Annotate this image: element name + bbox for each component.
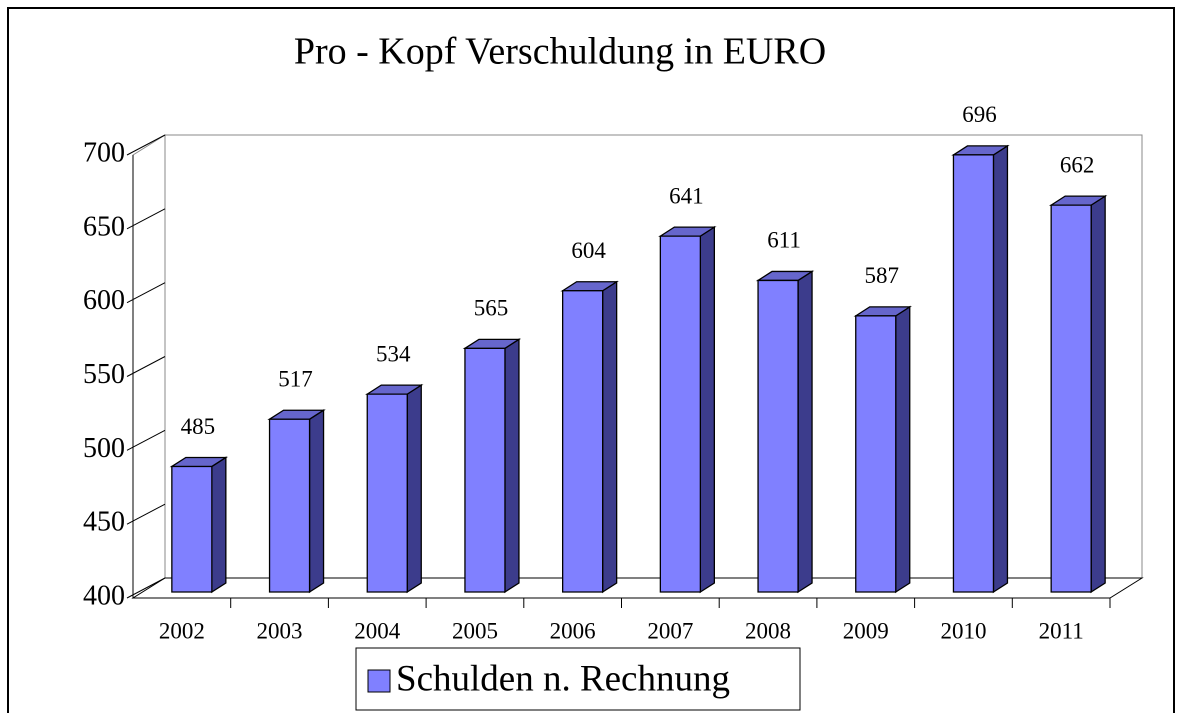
chart-frame <box>7 7 1175 713</box>
y-tick-label: 450 <box>83 507 125 538</box>
bar <box>1048 194 1108 594</box>
bar <box>853 305 912 594</box>
bar-front <box>1050 204 1092 593</box>
y-tick <box>126 208 166 230</box>
x-tick-label: 2007 <box>647 618 693 643</box>
y-tick-label: 400 <box>83 580 125 611</box>
data-label: 517 <box>278 367 313 392</box>
data-label: 587 <box>865 263 900 288</box>
bar-side <box>406 383 422 594</box>
y-tick-label: 600 <box>83 285 125 316</box>
x-tick-label: 2002 <box>159 618 205 643</box>
bar-front <box>855 315 897 593</box>
x-tick-label: 2004 <box>354 618 401 643</box>
bar-front <box>562 290 604 593</box>
y-tick <box>126 356 166 377</box>
bar <box>951 144 1010 594</box>
bar <box>560 280 619 594</box>
bar-side <box>699 225 715 594</box>
y-tick <box>126 429 166 451</box>
bar-front <box>659 235 701 593</box>
x-tick-label: 2005 <box>452 618 498 643</box>
bar <box>462 338 522 594</box>
data-label: 611 <box>767 228 801 253</box>
bar-side <box>602 280 618 594</box>
chart-title: Pro - Kopf Verschuldung in EURO <box>294 31 826 73</box>
bar-front <box>464 347 506 593</box>
x-tick-label: 2008 <box>745 618 791 643</box>
y-tick <box>126 134 166 156</box>
y-tick <box>126 503 166 525</box>
data-label: 604 <box>571 238 606 263</box>
bar-side <box>308 409 325 594</box>
x-tick-label: 2006 <box>550 618 596 643</box>
x-tick-label: 2003 <box>257 618 303 643</box>
legend-label: Schulden n. Rechnung <box>396 658 730 699</box>
x-tick-label: 2009 <box>843 618 889 643</box>
data-label: 534 <box>376 341 411 366</box>
y-tick-label: 550 <box>83 359 125 390</box>
bar-side <box>211 456 227 594</box>
legend-box <box>355 647 801 711</box>
data-label: 662 <box>1060 152 1095 177</box>
y-tick-label: 700 <box>83 137 125 168</box>
y-tick <box>126 577 166 599</box>
data-label: 485 <box>181 414 216 439</box>
bar-side <box>1090 194 1106 594</box>
bar-side <box>797 270 813 594</box>
bar <box>169 456 229 594</box>
bar <box>658 225 717 594</box>
y-tick-label: 500 <box>83 433 125 464</box>
data-label: 696 <box>962 102 997 127</box>
bar <box>365 383 424 594</box>
legend-swatch <box>367 669 391 693</box>
bar-front <box>757 279 799 593</box>
side-wall <box>132 134 166 599</box>
bar-side <box>992 144 1009 594</box>
data-label: 641 <box>669 183 704 208</box>
bar-side <box>895 305 911 594</box>
y-tick-label: 650 <box>83 211 125 242</box>
bar-side <box>504 338 520 594</box>
bar-front <box>268 418 311 593</box>
x-tick-label: 2011 <box>1039 618 1084 643</box>
x-tick-label: 2010 <box>940 618 986 643</box>
bar <box>755 270 815 594</box>
bar-front <box>952 154 995 593</box>
bar <box>267 409 326 594</box>
bar-front <box>171 465 213 593</box>
y-tick <box>126 282 166 304</box>
data-label: 565 <box>474 296 509 321</box>
bar-front <box>366 393 408 593</box>
